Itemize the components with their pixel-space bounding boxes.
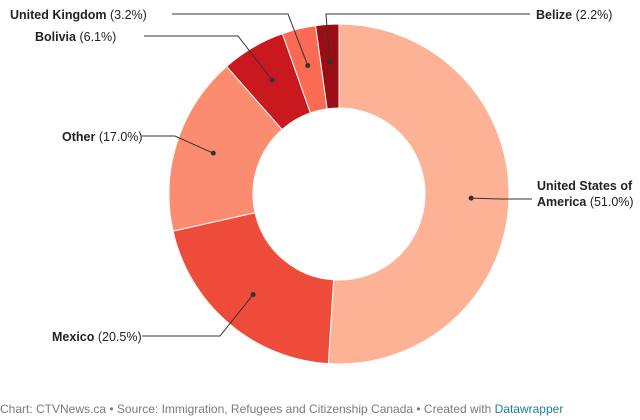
leader-line — [172, 13, 309, 66]
leader-dot — [210, 150, 216, 156]
slice-label: Belize (2.2%) — [536, 8, 612, 22]
slice-other[interactable] — [168, 65, 283, 232]
leader-line — [142, 135, 214, 154]
slice-united-states-of-america[interactable] — [327, 23, 510, 365]
leader-line — [142, 294, 254, 337]
slice-label: Bolivia (6.1%) — [35, 30, 116, 44]
slice-label: United Kingdom (3.2%) — [10, 8, 147, 22]
footer-source: Chart: CTVNews.ca • Source: Immigration,… — [0, 402, 495, 416]
leader-dot — [468, 195, 474, 201]
leader-line — [144, 35, 273, 81]
slice-label: Mexico (20.5%) — [52, 330, 142, 344]
datawrapper-link[interactable]: Datawrapper — [494, 402, 564, 416]
chart-footer: Chart: CTVNews.ca • Source: Immigration,… — [0, 402, 563, 416]
slice-label: United States of America (51.0%) — [537, 179, 634, 209]
slice-belize[interactable] — [315, 23, 340, 110]
slice-label: Other (17.0%) — [62, 130, 143, 144]
leader-dot — [327, 59, 333, 65]
leader-line — [325, 13, 530, 63]
leader-line — [471, 197, 532, 200]
leader-dot — [269, 77, 275, 83]
donut-chart: United States of America (51.0%) Mexico (2… — [10, 8, 634, 365]
leader-dot — [305, 63, 311, 69]
slice-mexico[interactable] — [172, 212, 335, 365]
leader-dot — [250, 292, 256, 298]
